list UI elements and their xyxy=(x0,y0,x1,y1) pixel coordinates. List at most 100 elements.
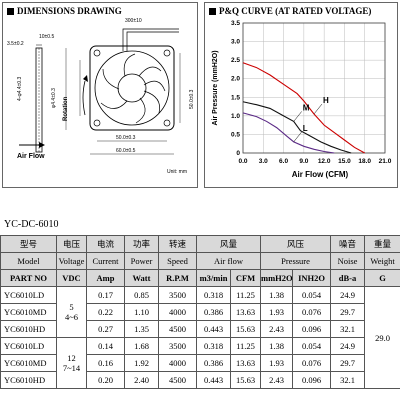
x-axis-label: Air Flow (CFM) xyxy=(292,170,349,179)
pressure-mmh2o-cell: 1.38 xyxy=(260,286,294,304)
x-tick-label: 9.0 xyxy=(299,158,308,165)
pressure-inh2o-cell: 0.096 xyxy=(292,320,332,338)
power-cell: 1.92 xyxy=(124,354,159,372)
y-tick-label: 0.5 xyxy=(231,131,240,138)
speed-cell: 3500 xyxy=(158,286,197,304)
header-cell: Pressure xyxy=(260,252,332,270)
voltage-nominal: 5 xyxy=(69,302,74,312)
x-tick-label: 0.0 xyxy=(238,158,247,165)
voltage-group-cell: 12 7~14 xyxy=(56,337,87,389)
header-cell: 电流 xyxy=(86,235,125,253)
model-code: YC-DC-6010 xyxy=(4,219,59,230)
power-cell: 1.68 xyxy=(124,337,159,355)
series-label-m: M xyxy=(303,103,310,112)
header-cell: Voltage xyxy=(56,252,87,270)
header-cell: Noise xyxy=(330,252,366,270)
noise-cell: 32.1 xyxy=(330,320,366,338)
rotation-label: Rotation xyxy=(63,96,69,121)
series-line-l xyxy=(242,112,335,154)
unit-cell: dB-a xyxy=(330,269,366,287)
fan-hub xyxy=(117,73,147,103)
x-tick-label: 15.0 xyxy=(338,158,351,165)
series-line-h xyxy=(242,62,365,154)
y-tick-label: 3.5 xyxy=(231,20,240,27)
clearance-label: 3.5±0.2 xyxy=(7,41,24,47)
fan-blades xyxy=(100,53,166,124)
model-cell: YC6010HD xyxy=(0,320,57,338)
pressure-inh2o-cell: 0.076 xyxy=(292,354,332,372)
airflow-cfm-cell: 13.63 xyxy=(229,354,262,372)
header-row-cn: 型号 电压 电流 功率 转速 风量 风压 噪音 重量 xyxy=(0,235,400,253)
table-row: YC6010MD 0.16 1.92 4000 0.386 13.63 1.93… xyxy=(0,354,400,372)
model-cell: YC6010MD xyxy=(0,303,57,321)
y-tick-label: 2.5 xyxy=(231,57,240,64)
thickness-label: 10±0.5 xyxy=(39,34,55,40)
fan-drawing xyxy=(19,28,181,155)
unit-cell: Amp xyxy=(86,269,125,287)
current-cell: 0.22 xyxy=(86,303,125,321)
x-tick-label: 6.0 xyxy=(279,158,288,165)
pressure-mmh2o-cell: 1.93 xyxy=(260,303,294,321)
plot-area xyxy=(242,22,386,154)
pressure-inh2o-cell: 0.054 xyxy=(292,286,332,304)
table-row: YC6010LD 5 4~6 0.17 0.85 3500 0.318 11.25… xyxy=(0,286,400,389)
y-tick-label: 2.0 xyxy=(231,76,240,83)
mount-hole xyxy=(93,49,101,57)
hole-spacing-v-label: 4-φ4.4±0.3 xyxy=(17,76,23,101)
y-tick-label: 0 xyxy=(236,150,240,157)
dimensions-drawing-panel: DIMENSIONS DRAWING xyxy=(2,2,198,188)
airflow-m3min-cell: 0.318 xyxy=(196,286,231,304)
pressure-mmh2o-cell: 2.43 xyxy=(260,320,294,338)
header-cell: 风量 xyxy=(195,235,262,253)
airflow-m3min-cell: 0.318 xyxy=(196,337,231,355)
voltage-range: 7~14 xyxy=(62,363,81,373)
airflow-m3min-cell: 0.386 xyxy=(196,303,231,321)
power-cell: 1.10 xyxy=(124,303,159,321)
voltage-group-cell: 5 4~6 xyxy=(56,286,87,338)
header-cell: 重量 xyxy=(364,235,400,253)
current-cell: 0.14 xyxy=(86,337,125,355)
current-cell: 0.16 xyxy=(86,354,125,372)
series-label-leader xyxy=(293,111,302,122)
airflow-cfm-cell: 11.25 xyxy=(229,286,262,304)
current-cell: 0.17 xyxy=(86,286,125,304)
header-cell: Power xyxy=(124,252,159,270)
outer-h-label: 60.0±0.5 xyxy=(116,148,136,154)
airflow-m3min-cell: 0.443 xyxy=(196,320,231,338)
title-square-icon xyxy=(7,7,14,15)
power-cell: 2.40 xyxy=(124,371,159,389)
y-tick-label: 1.5 xyxy=(231,94,240,101)
header-cell: Model xyxy=(0,252,57,270)
pressure-inh2o-cell: 0.054 xyxy=(292,337,332,355)
model-cell: YC6010LD xyxy=(0,286,57,304)
speed-cell: 4500 xyxy=(158,320,197,338)
speed-cell: 4000 xyxy=(158,354,197,372)
airflow-cfm-cell: 15.63 xyxy=(229,320,262,338)
y-tick-label: 1.0 xyxy=(231,113,240,120)
airflow-label: Air Flow xyxy=(17,153,45,160)
noise-cell: 24.9 xyxy=(330,286,366,304)
spec-table: 型号 电压 电流 功率 转速 风量 风压 噪音 重量 Model Voltage… xyxy=(0,235,400,389)
unit-cell: Watt xyxy=(124,269,159,287)
header-cell: Speed xyxy=(158,252,197,270)
airflow-cfm-cell: 15.63 xyxy=(229,371,262,389)
hole-spacing-h-label: φ4.4±0.3 xyxy=(51,88,57,108)
pressure-mmh2o-cell: 2.43 xyxy=(260,371,294,389)
airflow-cfm-cell: 13.63 xyxy=(229,303,262,321)
series-label-leader xyxy=(313,103,323,115)
speed-cell: 3500 xyxy=(158,337,197,355)
table-row: YC6010LD 12 7~14 0.14 1.68 3500 0.318 11.… xyxy=(0,337,400,389)
x-tick-label: 21.0 xyxy=(379,158,392,165)
unit-cell: G xyxy=(364,269,400,287)
header-cell: 转速 xyxy=(158,235,197,253)
lead-length-label: 300±10 xyxy=(125,18,142,24)
speed-cell: 4500 xyxy=(158,371,197,389)
mount-hole xyxy=(93,119,101,127)
chart-title-text: P&Q CURVE (AT RATED VOLTAGE) xyxy=(219,6,372,16)
header-cell: 型号 xyxy=(0,235,57,253)
power-cell: 1.35 xyxy=(124,320,159,338)
weight-cell: 29.0 xyxy=(364,286,400,389)
series-label-l: L xyxy=(303,124,308,133)
y-tick-label: 3.0 xyxy=(231,39,240,46)
x-tick-label: 18.0 xyxy=(358,158,371,165)
